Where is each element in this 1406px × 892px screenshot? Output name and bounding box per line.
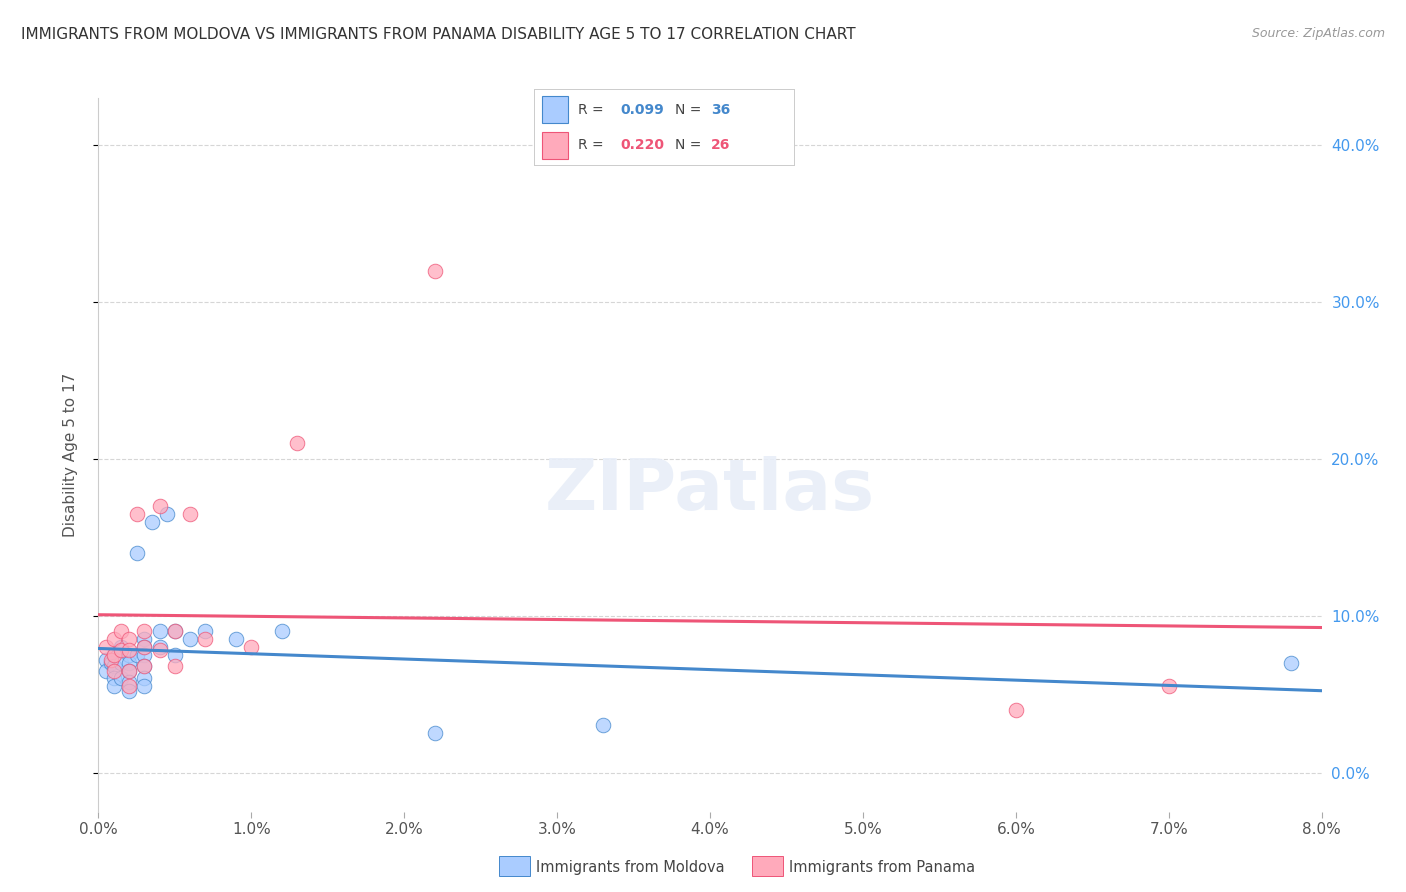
- Point: [118, 643, 141, 657]
- Point: [94, 664, 117, 678]
- Point: [125, 507, 148, 521]
- Point: [134, 640, 156, 654]
- Text: N =: N =: [675, 138, 706, 153]
- Point: [134, 679, 156, 693]
- Point: [163, 658, 186, 673]
- Point: [163, 624, 186, 639]
- Point: [141, 515, 163, 529]
- Point: [1004, 703, 1026, 717]
- Point: [163, 648, 186, 662]
- Text: 0.220: 0.220: [620, 138, 664, 153]
- Point: [118, 674, 141, 689]
- Point: [103, 664, 125, 678]
- Point: [285, 436, 308, 450]
- Point: [134, 648, 156, 662]
- Point: [100, 652, 122, 666]
- Point: [118, 656, 141, 670]
- Point: [225, 632, 247, 647]
- Point: [149, 499, 172, 513]
- Point: [110, 640, 132, 654]
- Point: [423, 726, 446, 740]
- Point: [103, 658, 125, 673]
- Point: [194, 632, 217, 647]
- Point: [179, 632, 201, 647]
- Point: [134, 640, 156, 654]
- Point: [110, 624, 132, 639]
- Point: [103, 648, 125, 662]
- Point: [423, 263, 446, 277]
- Point: [240, 640, 263, 654]
- FancyBboxPatch shape: [543, 96, 568, 123]
- Text: 26: 26: [711, 138, 731, 153]
- Y-axis label: Disability Age 5 to 17: Disability Age 5 to 17: [63, 373, 77, 537]
- Point: [118, 632, 141, 647]
- Point: [592, 718, 614, 732]
- Text: N =: N =: [675, 103, 706, 117]
- Text: R =: R =: [578, 138, 609, 153]
- Point: [103, 672, 125, 686]
- Text: 0.099: 0.099: [620, 103, 664, 117]
- Point: [134, 672, 156, 686]
- Point: [94, 640, 117, 654]
- Point: [110, 656, 132, 670]
- Text: 36: 36: [711, 103, 730, 117]
- Point: [125, 648, 148, 662]
- Point: [110, 672, 132, 686]
- Text: IMMIGRANTS FROM MOLDOVA VS IMMIGRANTS FROM PANAMA DISABILITY AGE 5 TO 17 CORRELA: IMMIGRANTS FROM MOLDOVA VS IMMIGRANTS FR…: [21, 27, 856, 42]
- Point: [194, 624, 217, 639]
- Point: [103, 648, 125, 662]
- Point: [149, 640, 172, 654]
- Text: Immigrants from Moldova: Immigrants from Moldova: [536, 860, 724, 874]
- Point: [156, 507, 179, 521]
- Point: [134, 624, 156, 639]
- Text: ZIPatlas: ZIPatlas: [546, 456, 875, 525]
- Point: [163, 624, 186, 639]
- FancyBboxPatch shape: [543, 132, 568, 159]
- Point: [1279, 656, 1302, 670]
- Point: [118, 679, 141, 693]
- Point: [103, 679, 125, 693]
- Point: [1157, 679, 1180, 693]
- Point: [270, 624, 294, 639]
- Point: [118, 664, 141, 678]
- Point: [134, 658, 156, 673]
- Point: [118, 648, 141, 662]
- Point: [118, 684, 141, 698]
- Point: [110, 643, 132, 657]
- Text: Immigrants from Panama: Immigrants from Panama: [789, 860, 974, 874]
- Point: [118, 664, 141, 678]
- Point: [149, 643, 172, 657]
- Text: Source: ZipAtlas.com: Source: ZipAtlas.com: [1251, 27, 1385, 40]
- Point: [134, 658, 156, 673]
- Point: [94, 652, 117, 666]
- Point: [100, 656, 122, 670]
- Text: R =: R =: [578, 103, 609, 117]
- Point: [134, 632, 156, 647]
- Point: [149, 624, 172, 639]
- Point: [125, 546, 148, 560]
- Point: [179, 507, 201, 521]
- Point: [103, 632, 125, 647]
